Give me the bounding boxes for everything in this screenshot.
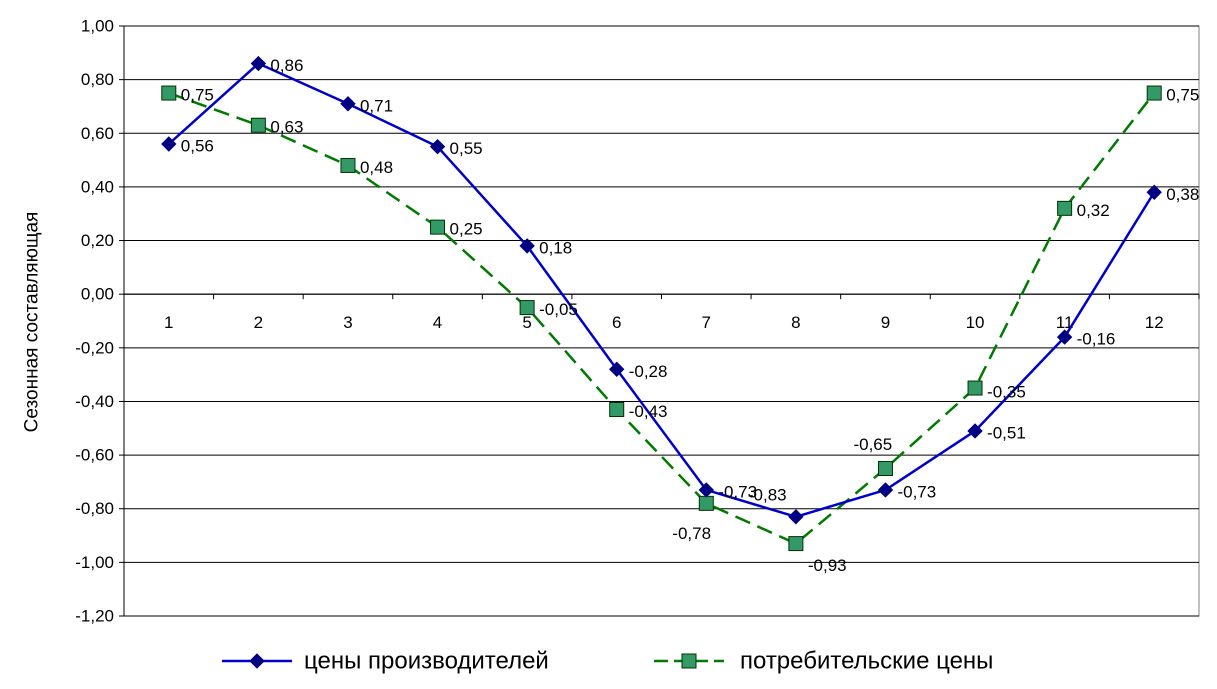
legend: цены производителей потребительские цены <box>222 648 993 675</box>
data-label-producer: 0,55 <box>450 139 483 158</box>
data-label-consumer: -0,78 <box>672 524 711 543</box>
x-tick-label: 1 <box>164 313 173 332</box>
y-tick-label: -0,60 <box>75 446 114 465</box>
data-label-producer: 0,18 <box>539 238 572 257</box>
data-label-producer: 0,71 <box>360 96 393 115</box>
y-tick-label: -0,80 <box>75 499 114 518</box>
data-label-consumer: 0,48 <box>360 158 393 177</box>
legend-label: цены производителей <box>304 648 549 675</box>
data-point-producer <box>788 509 804 525</box>
data-point-producer <box>161 136 177 152</box>
data-point-producer <box>698 482 714 498</box>
data-point-consumer <box>967 380 983 396</box>
x-tick-label: 3 <box>343 313 352 332</box>
y-tick-label: -1,00 <box>75 553 114 572</box>
data-label-consumer: 0,75 <box>181 86 214 105</box>
y-tick-label: 1,00 <box>81 17 114 36</box>
data-label-consumer: 0,63 <box>270 118 303 137</box>
y-tick-label: 0,80 <box>81 70 114 89</box>
data-point-producer <box>1056 329 1073 345</box>
legend-marker <box>249 653 265 669</box>
y-axis: 1,00 0,80 0,60 0,40 0,20 0,00 -0,20 -0,40 -0,60 -… <box>75 17 125 626</box>
legend-item-consumer: потребительские цены <box>654 648 993 675</box>
x-tick-label: 4 <box>433 313 442 332</box>
series-line-producer <box>167 62 1156 519</box>
data-label-producer: -0,16 <box>1077 330 1116 349</box>
series-line-consumer <box>168 91 1156 545</box>
data-point-consumer <box>250 117 266 133</box>
data-label-consumer: 0,32 <box>1077 201 1110 220</box>
data-labels: 0,560,860,710,550,18-0,28-0,73-0,83 -0,73… <box>181 56 1200 575</box>
data-label-producer: 0,86 <box>270 56 303 75</box>
y-tick-label: 0,20 <box>81 231 114 250</box>
legend-marker <box>681 653 697 669</box>
data-label-producer: 0,56 <box>181 137 214 156</box>
data-point-producer <box>877 482 894 498</box>
x-tick-label: 2 <box>254 313 263 332</box>
data-label-consumer: -0,93 <box>808 556 847 575</box>
legend-item-producer: цены производителей <box>222 648 549 675</box>
data-point-consumer <box>1146 85 1162 101</box>
data-point-producer <box>340 96 356 112</box>
data-label-producer: -0,51 <box>987 423 1026 442</box>
x-tick-label: 7 <box>702 313 711 332</box>
data-point-consumer <box>519 300 535 316</box>
x-tick-label: 5 <box>522 313 531 332</box>
x-tick-label: 8 <box>791 313 800 332</box>
data-label-producer: -0,83 <box>748 485 787 504</box>
y-tick-label: -0,20 <box>75 338 114 357</box>
data-label-producer: -0,73 <box>718 482 757 501</box>
data-label-consumer: -0,35 <box>987 383 1026 402</box>
data-label-producer: -0,73 <box>897 482 936 501</box>
data-point-producer <box>967 423 983 439</box>
series-group <box>161 55 1162 552</box>
data-point-consumer <box>430 219 446 235</box>
data-label-consumer: -0,65 <box>853 435 892 454</box>
data-point-producer <box>1146 184 1162 200</box>
x-axis: 1 2 3 4 5 6 7 8 9 10 11 12 <box>123 293 1200 332</box>
data-point-producer <box>250 55 267 72</box>
x-tick-label: 11 <box>1056 313 1074 332</box>
data-point-producer <box>429 138 446 155</box>
data-label-consumer: 0,75 <box>1166 86 1199 105</box>
data-point-consumer <box>877 461 893 476</box>
x-tick-label: 6 <box>612 313 621 332</box>
data-point-consumer <box>788 536 804 552</box>
data-label-producer: 0,38 <box>1166 185 1199 204</box>
data-label-consumer: -0,43 <box>629 402 668 421</box>
y-tick-label: 0,60 <box>81 124 114 143</box>
y-tick-label: -0,40 <box>75 392 114 411</box>
data-point-consumer <box>609 402 625 417</box>
y-tick-label: -1,20 <box>75 607 114 626</box>
y-tick-label: 0,40 <box>81 177 114 196</box>
data-point-producer <box>519 238 535 254</box>
data-label-consumer: 0,25 <box>450 220 483 239</box>
x-tick-label: 10 <box>966 313 985 332</box>
legend-label: потребительские цены <box>740 648 993 675</box>
data-point-consumer <box>340 157 356 173</box>
data-label-producer: -0,28 <box>629 362 668 381</box>
x-tick-label: 12 <box>1145 313 1164 332</box>
y-axis-label: Сезонная составляющая <box>22 212 43 433</box>
data-point-producer <box>609 361 625 377</box>
x-tick-label: 9 <box>881 313 890 332</box>
plot-area <box>123 25 1200 617</box>
data-point-consumer <box>698 495 714 511</box>
data-point-consumer <box>1057 200 1073 216</box>
data-point-consumer <box>161 85 177 101</box>
y-tick-label: 0,00 <box>81 285 114 304</box>
data-label-consumer: -0,05 <box>539 300 578 319</box>
